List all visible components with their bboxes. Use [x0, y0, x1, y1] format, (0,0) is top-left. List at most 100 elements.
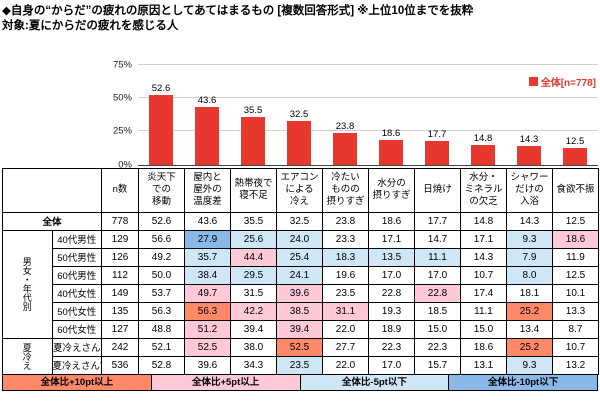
column-header-cell: シャワー だけの 入浴: [506, 167, 553, 213]
value-cell: 53.7: [138, 283, 185, 303]
bar-column: 32.5: [276, 66, 322, 165]
table-row: 40代女性 149 53.7 49.7 31.5 39.6 23.5 22.8 22.8 17.4…: [3, 283, 599, 303]
value-cell: 17.0: [414, 265, 461, 285]
row-label: 40代男性: [51, 229, 102, 249]
value-cell: 52.8: [138, 355, 185, 375]
value-cell: 25.4: [276, 247, 323, 267]
value-cell: 14.7: [414, 229, 461, 249]
value-cell: 29.5: [230, 265, 277, 285]
value-cell: 24.1: [276, 265, 323, 285]
value-cell: 22.8: [414, 283, 461, 303]
value-cell: 38.4: [184, 265, 231, 285]
value-cell: 42.2: [230, 301, 277, 321]
plot-area: 75% 50% 25% 0% 52.6 43.6 35.5 32.5 23.8 18.6 17.7 1…: [113, 59, 598, 170]
value-cell: 43.6: [184, 211, 231, 231]
value-cell: 8.0: [506, 265, 553, 285]
n-cell: 242: [101, 337, 139, 357]
n-column-header: n数: [101, 167, 139, 213]
bar-column: 35.5: [230, 66, 276, 165]
value-cell: 39.6: [184, 355, 231, 375]
value-cell: 22.3: [414, 337, 461, 357]
n-cell: 129: [101, 229, 139, 249]
y-axis-tick: 50%: [112, 92, 132, 104]
n-cell: 126: [101, 247, 139, 267]
bar: [241, 117, 265, 165]
bar-column: 12.5: [552, 66, 598, 165]
bar: [379, 139, 403, 165]
value-cell: 52.5: [184, 337, 231, 357]
color-key-row: 全体比+10pt以上 全体比+5pt以上 全体比-5pt以下 全体比-10pt以下: [2, 373, 598, 391]
value-cell: 19.6: [322, 265, 369, 285]
value-cell: 14.3: [460, 247, 507, 267]
value-cell: 11.1: [414, 247, 461, 267]
bar-column: 18.6: [368, 66, 414, 165]
value-cell: 10.1: [552, 283, 599, 303]
value-cell: 18.6: [368, 211, 415, 231]
column-header-cell: 食欲不振: [552, 167, 599, 213]
table-row: 全体 778 52.6 43.6 35.5 32.5 23.8 18.6 17.7 14.8 14.…: [2, 211, 599, 231]
chart-legend-label: 全体[n=778]: [540, 77, 596, 89]
bar-value-label: 43.6: [197, 94, 217, 106]
value-cell: 13.3: [552, 301, 599, 321]
value-cell: 19.3: [368, 301, 415, 321]
bar-column: 14.8: [460, 66, 506, 165]
bar-value-label: 23.8: [335, 121, 355, 133]
bar-value-label: 32.5: [289, 109, 309, 121]
value-cell: 14.3: [506, 211, 553, 231]
gridline: [138, 97, 598, 99]
group-label: 男女・年代別: [2, 229, 53, 339]
value-cell: 7.9: [506, 247, 553, 267]
value-cell: 17.1: [368, 229, 415, 249]
value-cell: 13.5: [368, 247, 415, 267]
value-cell: 18.3: [322, 247, 369, 267]
bar: [333, 133, 357, 165]
value-cell: 12.5: [552, 265, 599, 285]
table-row: 夏冷え 夏冷えさん 242 52.1 52.5 38.0 52.5 27.7 22.3 22.3 1…: [2, 337, 599, 375]
row-label: 60代男性: [51, 265, 102, 285]
page-title: ◆自身の“からだ”の疲れの原因としてあてはまるもの [複数回答形式] ※上位10…: [2, 5, 474, 17]
value-cell: 50.0: [138, 265, 185, 285]
value-cell: 27.9: [184, 229, 231, 249]
color-key-cell: 全体比+10pt以上: [2, 373, 152, 391]
value-cell: 25.6: [230, 229, 277, 249]
bar-value-label: 14.3: [519, 133, 539, 145]
value-cell: 34.3: [230, 355, 277, 375]
table-row: 50代女性 135 56.3 56.3 42.2 38.5 31.1 19.3 18.5 11.1…: [3, 301, 599, 321]
table-row: 男女・年代別 40代男性 129 56.6 27.9 25.6 24.0 23.3 17.1 14…: [2, 229, 599, 339]
column-header-cell: 屋内と 屋外の 温度差: [184, 167, 231, 213]
n-cell: 149: [101, 283, 139, 303]
y-axis-tick: 0%: [118, 159, 132, 171]
value-cell: 13.4: [506, 319, 553, 339]
value-cell: 27.7: [322, 337, 369, 357]
value-cell: 15.7: [414, 355, 461, 375]
n-cell: 127: [101, 319, 139, 339]
value-cell: 18.6: [552, 229, 599, 249]
value-cell: 18.9: [368, 319, 415, 339]
bar-value-label: 12.5: [565, 136, 585, 148]
bar-chart: 全体[n=778] 75% 50% 25% 0% 52.6 43.6 35.5 32.5 23.…: [113, 59, 598, 170]
value-cell: 17.4: [460, 283, 507, 303]
row-label: 夏冷えさん: [51, 337, 102, 357]
value-cell: 25.2: [506, 301, 553, 321]
survey-report: ◆自身の“からだ”の疲れの原因としてあてはまるもの [複数回答形式] ※上位10…: [2, 5, 599, 391]
value-cell: 10.7: [460, 265, 507, 285]
value-cell: 11.1: [460, 301, 507, 321]
value-cell: 48.8: [138, 319, 185, 339]
value-cell: 15.0: [414, 319, 461, 339]
column-header-cell: 冷たい ものの 摂りすぎ: [322, 167, 369, 213]
y-axis-tick: 25%: [112, 125, 132, 137]
value-cell: 51.2: [184, 319, 231, 339]
value-cell: 56.3: [184, 301, 231, 321]
bar: [195, 106, 219, 165]
value-cell: 39.6: [276, 283, 323, 303]
value-cell: 18.1: [506, 283, 553, 303]
column-header-cell: 熱帯夜で 寝不足: [230, 167, 277, 213]
table-row: 60代男性 112 50.0 38.4 29.5 24.1 19.6 17.0 17.0 10.7…: [3, 265, 599, 285]
row-label: 50代女性: [51, 301, 102, 321]
corner-blank-cell: [2, 167, 102, 213]
n-cell: 536: [101, 355, 139, 375]
row-label: 夏冷えさんではない: [51, 355, 102, 375]
group-label: 夏冷え: [2, 337, 53, 375]
column-header-cell: 炎天下 での 移動: [138, 167, 185, 213]
value-cell: 12.5: [552, 211, 599, 231]
